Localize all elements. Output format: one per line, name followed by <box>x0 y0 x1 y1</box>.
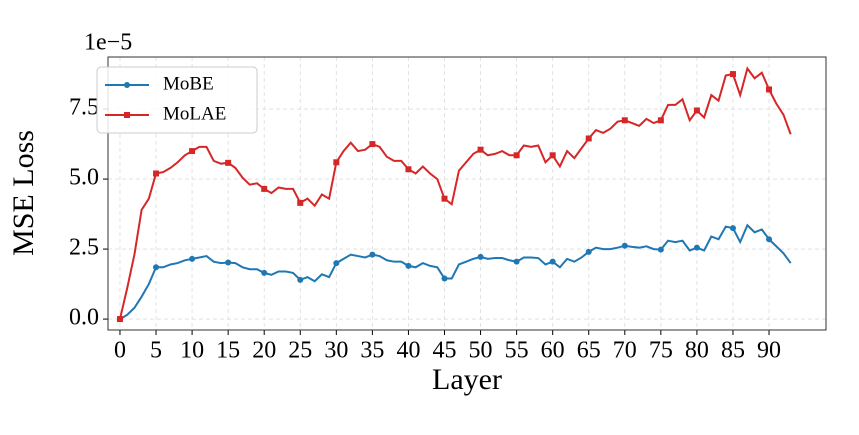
marker <box>297 199 304 206</box>
x-tick-label: 0 <box>114 338 126 364</box>
marker <box>441 195 448 202</box>
marker <box>261 185 268 192</box>
marker <box>333 260 340 267</box>
y-tick-label: 2.5 <box>69 235 99 261</box>
legend-marker <box>124 82 130 88</box>
marker <box>513 258 520 265</box>
marker <box>621 117 628 124</box>
marker <box>549 258 556 265</box>
plot-frame <box>107 56 827 331</box>
marker <box>225 259 232 266</box>
series-line <box>119 223 792 320</box>
marker <box>513 152 520 159</box>
y-tick-label: 5.0 <box>69 165 99 191</box>
y-offset-text: 1e−5 <box>84 30 132 56</box>
marker <box>477 146 484 153</box>
marker <box>585 135 592 142</box>
marker <box>766 86 773 93</box>
x-tick-label: 55 <box>505 338 529 364</box>
marker <box>405 262 412 269</box>
x-tick-label: 5 <box>150 338 162 364</box>
marker <box>693 107 700 114</box>
x-tick-label: 35 <box>360 338 384 364</box>
x-tick-label: 75 <box>649 338 673 364</box>
marker <box>261 269 268 276</box>
series-line <box>118 66 792 320</box>
marker <box>657 246 664 253</box>
marker <box>225 159 232 166</box>
y-tick-label: 0.0 <box>69 305 99 331</box>
marker <box>585 248 592 255</box>
marker <box>766 236 773 243</box>
marker <box>693 244 700 251</box>
x-tick-label: 90 <box>757 338 781 364</box>
x-tick-label: 50 <box>469 338 493 364</box>
marker <box>153 264 160 271</box>
x-tick-label: 65 <box>577 338 601 364</box>
marker <box>297 276 304 283</box>
marker <box>369 141 376 148</box>
marker <box>405 166 412 173</box>
marker <box>189 148 196 155</box>
marker <box>477 253 484 260</box>
marker <box>657 117 664 124</box>
x-tick-label: 30 <box>324 338 348 364</box>
marker <box>729 71 736 78</box>
x-tick-label: 85 <box>721 338 745 364</box>
marker <box>333 159 340 166</box>
marker <box>189 255 196 262</box>
x-tick-label: 60 <box>541 338 565 364</box>
marker <box>549 152 556 159</box>
x-tick-label: 80 <box>685 338 709 364</box>
x-tick-label: 10 <box>180 338 204 364</box>
marker <box>621 242 628 249</box>
marker <box>153 170 160 177</box>
marker <box>441 275 448 282</box>
x-tick-label: 20 <box>252 338 276 364</box>
legend-label: MoBE <box>163 73 214 94</box>
x-tick-label: 15 <box>216 338 240 364</box>
marker <box>369 251 376 258</box>
x-tick-label: 40 <box>396 338 420 364</box>
y-axis-label: MSE Loss <box>7 130 40 256</box>
x-axis-label: Layer <box>432 363 502 396</box>
marker <box>729 225 736 232</box>
legend-marker <box>124 112 130 118</box>
marker <box>116 316 123 323</box>
x-tick-label: 25 <box>288 338 312 364</box>
x-tick-label: 70 <box>613 338 637 364</box>
legend-label: MoLAE <box>163 103 226 124</box>
y-tick-label: 7.5 <box>69 95 99 121</box>
x-tick-label: 45 <box>432 338 456 364</box>
legend-box <box>96 66 258 134</box>
